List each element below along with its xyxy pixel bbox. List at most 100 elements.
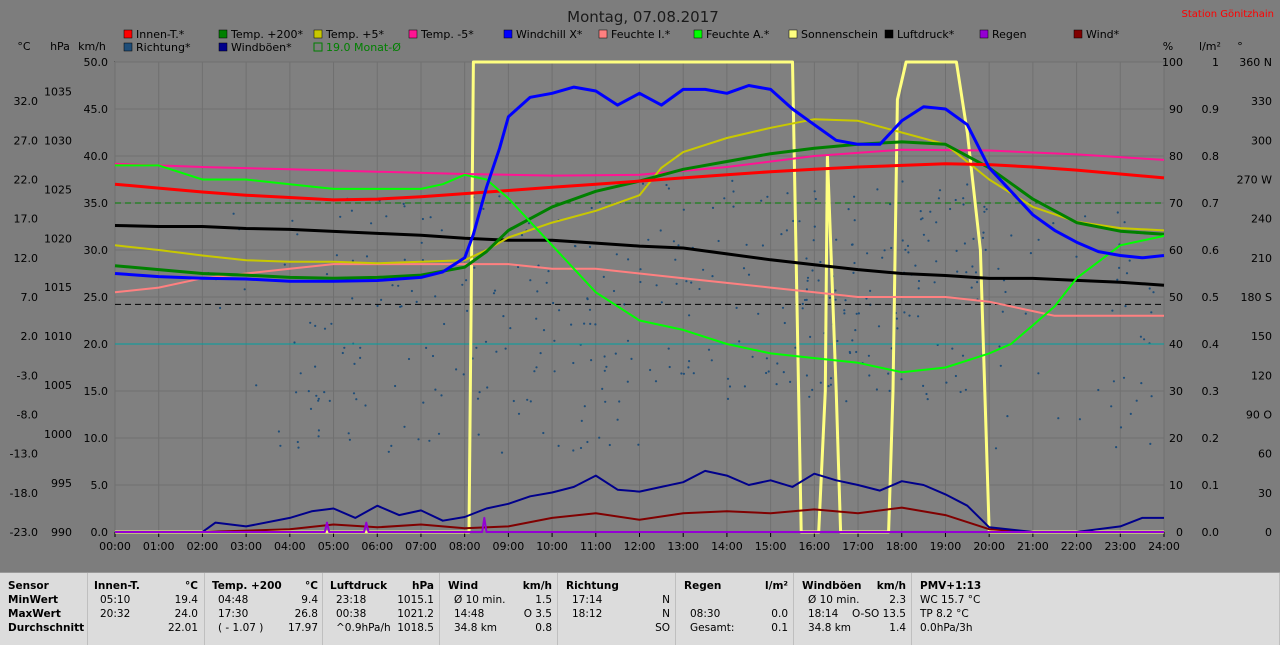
stats-cell: MaxWert (8, 608, 61, 620)
direction-point (732, 190, 735, 193)
direction-point (604, 400, 607, 403)
direction-point (935, 260, 938, 263)
left-axis-header: hPa (50, 40, 70, 53)
direction-point (904, 248, 907, 251)
y-tick-label-rain_lm2: 0.0 (1202, 526, 1220, 539)
direction-point (857, 312, 861, 315)
direction-point (542, 329, 546, 332)
direction-point (906, 244, 910, 247)
direction-point (809, 335, 812, 338)
direction-point (675, 282, 678, 285)
direction-point (851, 339, 854, 342)
right-axis-header: l/m² (1199, 40, 1221, 53)
direction-point (919, 218, 923, 221)
stats-cell: 14:48 (454, 608, 485, 620)
direction-point (639, 268, 642, 271)
stats-cell: 1.5 (535, 594, 552, 606)
direction-point (889, 203, 892, 206)
direction-point (887, 372, 890, 375)
y-tick-label-temp_c: -3.0 (17, 369, 38, 382)
direction-point (868, 374, 871, 377)
direction-point (407, 357, 411, 361)
stats-cell: 18:12 (572, 608, 603, 620)
direction-point (317, 397, 320, 400)
direction-point (403, 258, 406, 261)
y-tick-label-wind_kmh: 20.0 (84, 338, 109, 351)
y-tick-label-wind_kmh: 5.0 (91, 479, 109, 492)
legend-label: Luftdruck* (897, 28, 955, 41)
x-tick-label: 01:00 (143, 540, 175, 553)
direction-point (801, 302, 804, 305)
legend-swatch (313, 29, 323, 39)
stats-cell: Richtung (566, 580, 619, 592)
direction-point (547, 270, 550, 273)
direction-point (680, 372, 683, 375)
direction-point (552, 301, 555, 305)
x-tick-label: 19:00 (930, 540, 962, 553)
direction-point (529, 400, 532, 403)
direction-point (933, 281, 936, 284)
direction-point (434, 388, 437, 391)
direction-point (806, 279, 809, 282)
y-tick-label-humidity_pct: 10 (1169, 479, 1183, 492)
stats-cell: Luftdruck (330, 580, 388, 592)
direction-point (792, 219, 795, 223)
direction-point (509, 327, 512, 330)
y-tick-label-humidity_pct: 70 (1169, 197, 1183, 210)
direction-point (903, 311, 906, 314)
direction-point (588, 245, 592, 248)
direction-point (394, 384, 397, 388)
series-line-feuchte-i- (114, 263, 1164, 317)
direction-point (347, 432, 350, 435)
stats-cell: 34.8 km (454, 622, 498, 634)
stats-cell: Regen (684, 580, 722, 592)
stats-section (558, 573, 676, 645)
direction-point (1150, 395, 1153, 398)
direction-point (323, 327, 327, 330)
stats-cell: 00:38 (336, 608, 367, 620)
y-tick-label-temp_c: -8.0 (17, 409, 38, 422)
direction-point (583, 405, 586, 408)
direction-point (828, 296, 832, 299)
direction-point (962, 203, 965, 206)
direction-point (717, 239, 720, 243)
direction-point (410, 289, 413, 293)
axis-labels: 00:00 01:00 02:00 03:00 04:00 05:00 06:00 07:00… (10, 40, 1273, 553)
direction-point (984, 248, 987, 251)
direction-point (949, 207, 952, 211)
direction-point (782, 371, 785, 374)
y-tick-label-direction_deg: 210 (1251, 252, 1272, 265)
legend-swatch (503, 29, 513, 39)
direction-point (486, 386, 489, 389)
direction-point (500, 451, 504, 454)
direction-point (785, 229, 789, 232)
direction-point (711, 275, 714, 278)
direction-point (589, 322, 592, 325)
direction-point (421, 217, 424, 221)
x-tick-label: 18:00 (886, 540, 918, 553)
y-tick-label-pressure_hpa: 1025 (44, 183, 72, 196)
stats-cell: 23:18 (336, 594, 367, 606)
direction-point (317, 429, 320, 432)
stats-cell: SO (655, 622, 670, 634)
direction-point (527, 222, 531, 225)
x-tick-label: 23:00 (1104, 540, 1136, 553)
y-tick-label-wind_kmh: 35.0 (84, 197, 109, 210)
direction-point (502, 315, 505, 318)
direction-point (922, 233, 926, 236)
direction-point (429, 216, 432, 219)
direction-point (781, 306, 785, 309)
y-tick-label-direction_deg: 30 (1258, 487, 1272, 500)
direction-point (660, 301, 663, 304)
direction-point (813, 190, 816, 193)
direction-point (297, 446, 300, 449)
legend-label: Sonnenschein (801, 28, 878, 41)
direction-point (1111, 309, 1114, 312)
x-tick-label: 12:00 (624, 540, 656, 553)
direction-point (829, 377, 833, 380)
direction-point (900, 378, 903, 381)
direction-point (745, 243, 748, 246)
series-line-luftdruck- (114, 224, 1165, 287)
direction-point (431, 354, 435, 358)
direction-point (535, 366, 538, 369)
